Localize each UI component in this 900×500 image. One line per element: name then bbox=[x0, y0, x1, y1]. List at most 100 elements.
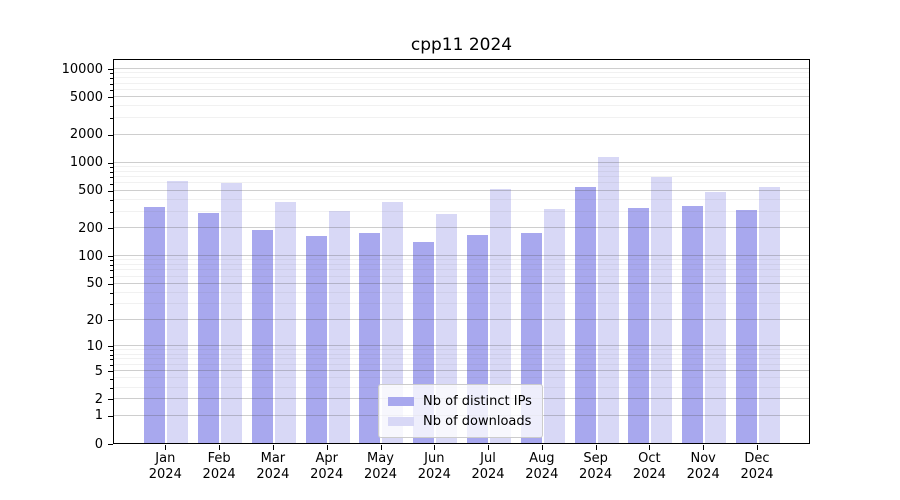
y-tick-label: 5000 bbox=[69, 89, 103, 105]
bar-downloads bbox=[328, 211, 350, 443]
y-tick-label: 0 bbox=[94, 436, 103, 452]
grid-line-minor bbox=[114, 358, 809, 360]
y-tick-mark-minor bbox=[110, 378, 113, 380]
x-tick-mark bbox=[272, 445, 274, 450]
y-tick-label: 500 bbox=[78, 183, 103, 199]
grid-line-minor bbox=[114, 291, 809, 293]
y-tick-mark bbox=[108, 69, 113, 70]
grid-line-major bbox=[114, 227, 809, 229]
y-tick-mark bbox=[108, 444, 113, 445]
y-tick-mark-minor bbox=[110, 265, 113, 267]
grid-line-major bbox=[114, 68, 809, 69]
bar-distinct-ips bbox=[735, 210, 757, 443]
y-tick-label: 20 bbox=[86, 312, 103, 328]
y-tick-mark-minor bbox=[110, 270, 113, 272]
grid-line-major bbox=[114, 319, 809, 321]
y-tick-label: 200 bbox=[78, 220, 103, 236]
y-tick-mark-minor bbox=[110, 350, 113, 352]
bar-distinct-ips bbox=[144, 207, 166, 443]
y-tick-mark-minor bbox=[110, 183, 113, 185]
y-tick-mark bbox=[108, 134, 113, 136]
grid-line-minor bbox=[114, 105, 809, 107]
grid-line-minor bbox=[114, 82, 809, 84]
legend-swatch-distinct-ips bbox=[388, 396, 414, 406]
legend: Nb of distinct IPs Nb of downloads bbox=[378, 384, 543, 438]
bar-downloads bbox=[221, 183, 243, 443]
x-tick-label: Oct 2024 bbox=[632, 451, 666, 482]
grid-line-minor bbox=[114, 259, 809, 261]
y-tick-mark-minor bbox=[110, 118, 113, 119]
y-tick-mark bbox=[108, 97, 113, 99]
y-tick-mark bbox=[108, 399, 113, 401]
y-tick-mark-minor bbox=[110, 106, 113, 108]
grid-line-minor bbox=[114, 170, 809, 172]
y-tick-mark-minor bbox=[110, 276, 113, 278]
grid-line-minor bbox=[114, 77, 809, 79]
y-tick-label: 1 bbox=[94, 408, 103, 424]
grid-line-minor bbox=[114, 264, 809, 266]
bar-distinct-ips bbox=[359, 232, 381, 443]
plot-area: Nb of distinct IPs Nb of downloads bbox=[113, 59, 810, 444]
bar-downloads bbox=[382, 202, 404, 443]
legend-swatch-downloads bbox=[388, 416, 414, 426]
x-tick-mark bbox=[649, 445, 651, 450]
x-tick-mark bbox=[219, 445, 221, 450]
grid-line-minor bbox=[114, 349, 809, 351]
y-tick-mark-minor bbox=[110, 292, 113, 294]
y-tick-label: 2000 bbox=[69, 127, 103, 142]
legend-item-distinct-ips: Nb of distinct IPs bbox=[388, 391, 532, 411]
y-tick-mark-minor bbox=[110, 260, 113, 262]
grid-line-minor bbox=[114, 117, 809, 119]
y-tick-mark-minor bbox=[110, 73, 113, 75]
grid-line-minor bbox=[114, 176, 809, 178]
y-tick-mark bbox=[108, 415, 113, 417]
grid-line-minor bbox=[114, 166, 809, 167]
y-tick-mark bbox=[108, 190, 113, 192]
legend-item-downloads: Nb of downloads bbox=[388, 411, 532, 431]
y-tick-mark-minor bbox=[110, 359, 113, 361]
bar-distinct-ips bbox=[198, 213, 220, 443]
x-tick-mark bbox=[757, 445, 758, 450]
x-tick-label: May 2024 bbox=[363, 451, 398, 482]
y-tick-mark bbox=[108, 228, 113, 230]
y-tick-mark bbox=[108, 320, 113, 321]
y-tick-mark-minor bbox=[110, 167, 113, 168]
bar-distinct-ips bbox=[682, 206, 704, 443]
y-tick-mark bbox=[108, 371, 113, 372]
bar-distinct-ips bbox=[628, 208, 650, 443]
grid-line-major bbox=[114, 161, 809, 163]
x-tick-label: Jul 2024 bbox=[471, 451, 505, 482]
y-tick-label: 2 bbox=[94, 391, 103, 407]
x-tick-mark bbox=[380, 445, 382, 450]
y-tick-mark-minor bbox=[110, 177, 113, 179]
x-tick-mark bbox=[165, 445, 167, 450]
y-tick-label: 10000 bbox=[61, 61, 103, 77]
x-tick-mark bbox=[434, 445, 436, 450]
grid-line-minor bbox=[114, 72, 809, 74]
y-tick-mark-minor bbox=[110, 387, 113, 389]
chart-title: cpp11 2024 bbox=[410, 35, 513, 55]
y-tick-label: 1000 bbox=[69, 155, 103, 171]
legend-label-distinct-ips: Nb of distinct IPs bbox=[423, 393, 532, 409]
x-tick-label: Apr 2024 bbox=[310, 451, 344, 482]
bar-downloads bbox=[705, 192, 727, 443]
y-tick-mark-minor bbox=[110, 89, 113, 91]
grid-line-minor bbox=[114, 363, 809, 365]
bar-downloads bbox=[274, 202, 296, 443]
y-tick-mark-minor bbox=[110, 211, 113, 213]
bar-distinct-ips bbox=[574, 187, 596, 443]
y-tick-mark-minor bbox=[110, 171, 113, 173]
legend-label-downloads: Nb of downloads bbox=[423, 413, 532, 429]
bar-downloads bbox=[543, 208, 565, 443]
y-tick-mark-minor bbox=[110, 78, 113, 80]
x-tick-label: Jun 2024 bbox=[417, 451, 451, 482]
grid-line-minor bbox=[114, 303, 809, 305]
bar-downloads bbox=[597, 157, 619, 443]
y-tick-label: 100 bbox=[78, 248, 103, 264]
grid-line-minor bbox=[114, 198, 809, 200]
grid-line-major bbox=[114, 255, 809, 257]
y-tick-label: 5 bbox=[94, 363, 103, 379]
x-tick-label: Jan 2024 bbox=[148, 451, 182, 482]
grid-line-major bbox=[114, 189, 809, 191]
grid-line-major bbox=[114, 345, 809, 347]
